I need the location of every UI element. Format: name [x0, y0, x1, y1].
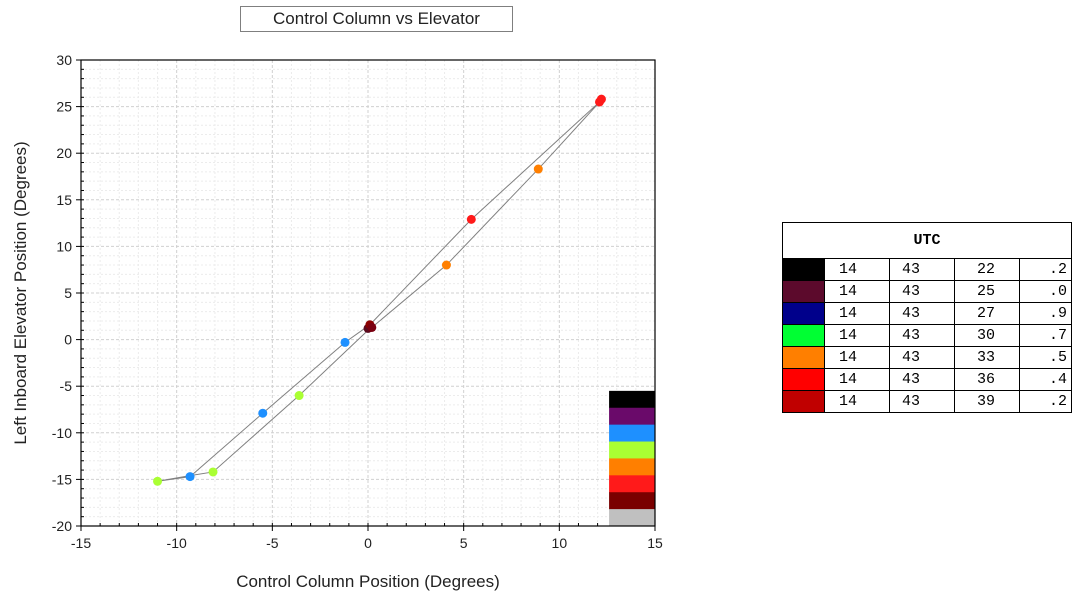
data-point	[441, 260, 451, 270]
utc-cell: 43	[889, 390, 955, 413]
utc-cell: 33	[954, 346, 1020, 369]
chart-title: Control Column vs Elevator	[240, 6, 513, 32]
y-tick-label: 30	[56, 52, 72, 68]
utc-color-swatch	[782, 258, 825, 281]
utc-cell: 14	[824, 390, 890, 413]
x-tick-label: -10	[167, 535, 187, 551]
utc-cell: .7	[1019, 324, 1072, 347]
x-tick-label: 0	[364, 535, 372, 551]
x-tick-label: 5	[460, 535, 468, 551]
y-tick-label: 0	[64, 332, 72, 348]
color-bar-segment	[609, 509, 655, 527]
utc-color-swatch	[782, 280, 825, 303]
color-bar-segment	[609, 492, 655, 510]
utc-cell: 30	[954, 324, 1020, 347]
utc-cell: .9	[1019, 302, 1072, 325]
utc-color-swatch	[782, 390, 825, 413]
utc-row: 14 43 39.2	[782, 390, 1072, 413]
utc-cell: 43	[889, 258, 955, 281]
utc-color-swatch	[782, 324, 825, 347]
x-axis-label: Control Column Position (Degrees)	[236, 572, 500, 591]
utc-cell: 43	[889, 302, 955, 325]
utc-cell: 43	[889, 324, 955, 347]
x-axis-ticks: -15 -10 -5 0 5 10 15	[71, 526, 663, 551]
data-point	[153, 476, 163, 486]
data-point	[533, 164, 543, 174]
utc-cell: .4	[1019, 368, 1072, 391]
x-tick-label: 15	[647, 535, 663, 551]
data-point	[258, 408, 268, 418]
color-bar-segment	[609, 441, 655, 459]
y-axis-label: Left Inboard Elevator Position (Degrees)	[11, 141, 30, 444]
utc-cell: 14	[824, 346, 890, 369]
utc-cell: .5	[1019, 346, 1072, 369]
utc-header: UTC	[782, 222, 1072, 259]
utc-row: 14 43 36.4	[782, 368, 1072, 391]
utc-cell: .2	[1019, 390, 1072, 413]
x-tick-label: -15	[71, 535, 91, 551]
utc-row: 14 43 33.5	[782, 346, 1072, 369]
data-point	[466, 214, 476, 224]
utc-cell: 43	[889, 368, 955, 391]
utc-cell: 39	[954, 390, 1020, 413]
utc-cell: 43	[889, 280, 955, 303]
utc-color-swatch	[782, 368, 825, 391]
y-tick-label: 20	[56, 145, 72, 161]
y-tick-label: 15	[56, 192, 72, 208]
data-point	[340, 337, 350, 347]
utc-row: 14 43 25.0	[782, 280, 1072, 303]
data-point	[367, 322, 377, 332]
y-axis-ticks: -20 -15 -10 -5 0 5 10 15 20 25 30	[52, 52, 81, 534]
utc-cell: 22	[954, 258, 1020, 281]
grid-lines	[81, 60, 655, 526]
utc-color-swatch	[782, 346, 825, 369]
color-bar	[609, 390, 655, 527]
color-bar-segment	[609, 475, 655, 493]
utc-row: 14 43 22.2	[782, 258, 1072, 281]
y-tick-label: -10	[52, 425, 72, 441]
utc-row: 14 43 30.7	[782, 324, 1072, 347]
x-tick-label: 10	[552, 535, 568, 551]
y-tick-label: 10	[56, 238, 72, 254]
x-tick-label: -5	[266, 535, 279, 551]
utc-cell: 25	[954, 280, 1020, 303]
y-tick-label: -5	[60, 378, 73, 394]
y-tick-label: -20	[52, 518, 72, 534]
color-bar-segment	[609, 424, 655, 443]
y-tick-label: 5	[64, 285, 72, 301]
y-tick-label: 25	[56, 99, 72, 115]
data-point	[596, 94, 606, 104]
series-line	[157, 99, 602, 482]
utc-legend-table: UTC 14 43 22.2 14 43 25.0 14 43 27.9 14 43 30.7 14 43…	[782, 222, 1072, 413]
utc-cell: 14	[824, 258, 890, 281]
data-point	[208, 467, 218, 477]
utc-cell: 14	[824, 368, 890, 391]
utc-cell: 27	[954, 302, 1020, 325]
utc-cell: .0	[1019, 280, 1072, 303]
utc-cell: 14	[824, 302, 890, 325]
color-bar-segment	[609, 458, 655, 476]
y-tick-label: -15	[52, 471, 72, 487]
color-bar-segment	[609, 407, 655, 426]
utc-row: 14 43 27.9	[782, 302, 1072, 325]
utc-color-swatch	[782, 302, 825, 325]
data-points	[153, 94, 606, 486]
utc-cell: 14	[824, 280, 890, 303]
utc-cell: 36	[954, 368, 1020, 391]
utc-cell: 43	[889, 346, 955, 369]
color-bar-segment	[609, 390, 655, 409]
utc-cell: .2	[1019, 258, 1072, 281]
utc-cell: 14	[824, 324, 890, 347]
data-point	[294, 391, 304, 401]
data-point	[185, 472, 195, 482]
